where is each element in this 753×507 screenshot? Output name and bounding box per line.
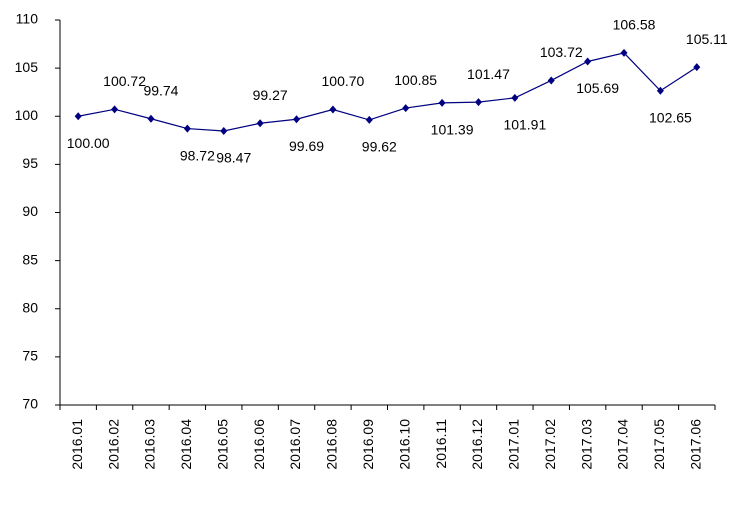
x-tick-label: 2017.01 xyxy=(506,419,522,470)
marker xyxy=(111,105,119,114)
x-tick-label: 2016.03 xyxy=(142,419,158,470)
data-label: 102.65 xyxy=(649,109,692,125)
x-tick-label: 2016.07 xyxy=(287,419,303,470)
marker xyxy=(438,98,446,107)
data-label: 99.62 xyxy=(362,139,397,155)
data-label: 100.00 xyxy=(67,135,110,151)
data-label: 105.69 xyxy=(576,80,619,96)
data-label: 98.72 xyxy=(180,147,215,163)
x-tick-label: 2016.10 xyxy=(396,419,412,470)
marker xyxy=(293,115,301,124)
y-tick-label: 100 xyxy=(15,107,39,123)
x-tick-label: 2017.06 xyxy=(688,419,704,470)
marker xyxy=(256,119,264,128)
y-tick-label: 80 xyxy=(22,299,38,315)
marker xyxy=(402,104,410,113)
x-tick-label: 2016.02 xyxy=(105,419,121,470)
data-label: 101.91 xyxy=(503,117,546,133)
x-tick-label: 2016.11 xyxy=(433,419,449,469)
x-tick-label: 2016.06 xyxy=(251,419,267,470)
x-tick-label: 2017.04 xyxy=(615,419,631,470)
marker xyxy=(693,63,701,72)
data-label: 101.39 xyxy=(431,122,474,138)
x-tick-label: 2016.04 xyxy=(178,419,194,470)
data-label: 101.47 xyxy=(467,66,510,82)
y-tick-label: 95 xyxy=(22,155,38,171)
data-label: 100.72 xyxy=(103,73,146,89)
data-label: 100.85 xyxy=(394,72,437,88)
marker xyxy=(547,76,555,85)
x-tick-label: 2016.09 xyxy=(360,419,376,470)
x-tick-label: 2017.03 xyxy=(578,419,594,470)
data-label: 98.47 xyxy=(216,150,251,166)
x-tick-label: 2016.08 xyxy=(324,419,340,470)
y-tick-label: 75 xyxy=(22,348,38,364)
marker xyxy=(183,124,191,133)
marker xyxy=(474,98,482,107)
data-label: 99.27 xyxy=(253,87,288,103)
data-label: 100.70 xyxy=(322,73,365,89)
y-tick-label: 85 xyxy=(22,251,38,267)
data-label: 99.74 xyxy=(143,82,178,98)
data-label: 106.58 xyxy=(613,17,656,33)
y-tick-label: 90 xyxy=(22,203,38,219)
data-label: 105.11 xyxy=(686,31,728,47)
marker xyxy=(511,93,519,102)
data-label: 99.69 xyxy=(289,138,324,154)
line xyxy=(78,52,698,132)
marker xyxy=(147,114,155,123)
x-tick-label: 2017.02 xyxy=(542,419,558,470)
marker xyxy=(365,115,373,124)
marker xyxy=(329,105,337,114)
marker xyxy=(74,112,82,121)
x-tick-label: 2016.01 xyxy=(69,419,85,470)
marker xyxy=(584,57,592,66)
marker xyxy=(220,126,228,135)
x-tick-label: 2016.12 xyxy=(469,419,485,470)
y-tick-label: 110 xyxy=(16,11,39,27)
data-label: 103.72 xyxy=(540,44,583,60)
x-tick-label: 2017.05 xyxy=(651,419,667,470)
marker xyxy=(620,48,628,57)
y-tick-label: 105 xyxy=(15,59,39,75)
y-tick-label: 70 xyxy=(22,396,38,412)
marker xyxy=(656,86,664,95)
x-tick-label: 2016.05 xyxy=(214,419,230,470)
